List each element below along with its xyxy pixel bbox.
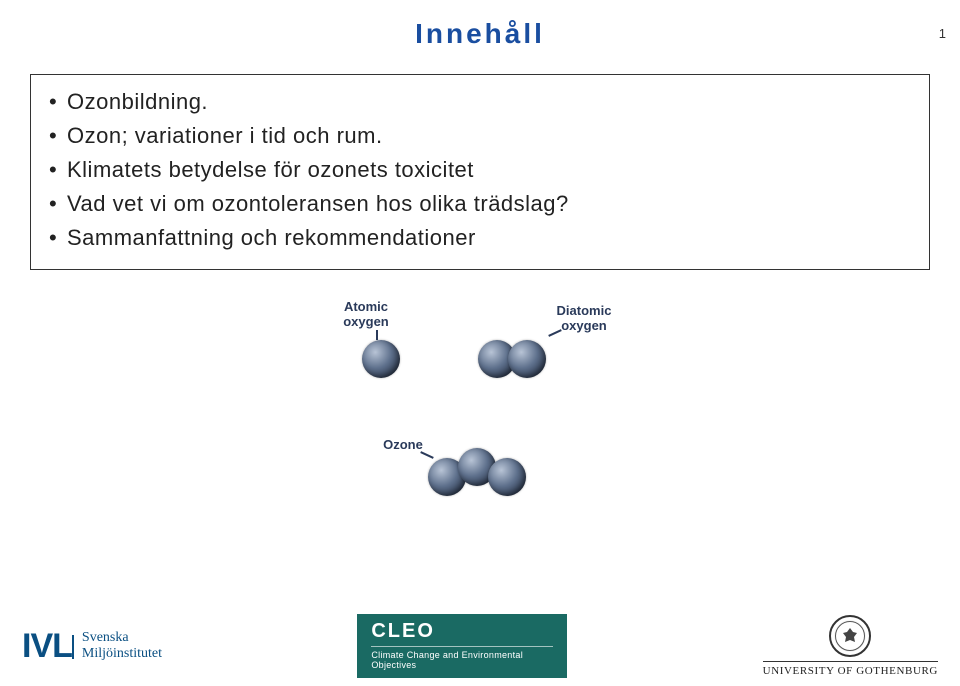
list-item: Vad vet vi om ozontoleransen hos olika t… [49, 187, 911, 221]
gu-text: UNIVERSITY OF GOTHENBURG [763, 661, 938, 677]
contents-box: Ozonbildning. Ozon; variationer i tid oc… [30, 74, 930, 270]
seal-inner-icon [840, 626, 860, 646]
cleo-title: CLEO [371, 620, 553, 647]
cleo-subtitle: Climate Change and Environmental Objecti… [371, 650, 553, 670]
atom-icon [488, 458, 526, 496]
ivl-text: Svenska Miljöinstitutet [82, 630, 162, 662]
atomic-oxygen-label: Atomic oxygen [336, 300, 396, 330]
ivl-line1: Svenska [82, 630, 162, 646]
cleo-badge: CLEO Climate Change and Environmental Ob… [357, 614, 567, 678]
list-item: Ozon; variationer i tid och rum. [49, 119, 911, 153]
oxygen-diagram: Atomic oxygen Diatomic oxygen Ozone [300, 300, 660, 530]
ivl-line2: Miljöinstitutet [82, 646, 162, 662]
atom-icon [362, 340, 400, 378]
bullet-list: Ozonbildning. Ozon; variationer i tid oc… [49, 85, 911, 255]
atom-icon [508, 340, 546, 378]
list-item: Ozonbildning. [49, 85, 911, 119]
ivl-mark: IVL [22, 627, 72, 666]
page-number: 1 [939, 26, 946, 41]
gu-seal-icon [829, 615, 871, 657]
diatomic-oxygen-label: Diatomic oxygen [552, 304, 616, 334]
ivl-logo: IVL Svenska Miljöinstitutet [22, 627, 162, 666]
page-title: Innehåll [0, 18, 960, 50]
footer: IVL Svenska Miljöinstitutet CLEO Climate… [0, 614, 960, 686]
pointer-line [376, 330, 378, 340]
list-item: Klimatets betydelse för ozonets toxicite… [49, 153, 911, 187]
list-item: Sammanfattning och rekommendationer [49, 221, 911, 255]
